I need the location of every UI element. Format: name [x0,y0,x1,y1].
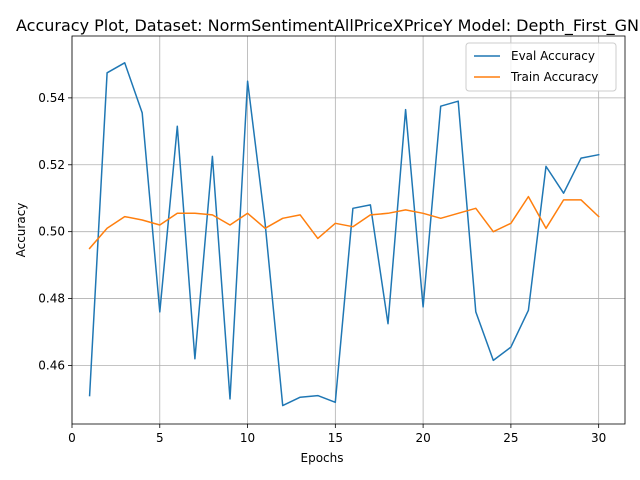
x-tick-label: 20 [415,431,430,445]
x-axis-ticks: 0 5 10 15 20 25 30 [68,424,606,445]
legend-label-eval: Eval Accuracy [511,49,595,63]
x-tick-label: 10 [240,431,255,445]
eval-accuracy-line [88,62,600,407]
y-axis-ticks: 0.46 0.48 0.50 0.52 0.54 [38,91,72,372]
x-tick-label: 5 [156,431,164,445]
legend-box [465,42,617,92]
legend-label-train: Train Accuracy [510,70,598,84]
grid [71,36,625,424]
series-lines [88,62,600,407]
train-accuracy-line [88,195,600,250]
x-tick-label: 0 [68,431,76,445]
y-tick-label: 0.48 [38,292,65,306]
y-axis-label: Accuracy [14,203,28,258]
y-tick-label: 0.50 [38,225,65,239]
x-axis-label: Epochs [301,451,344,465]
plot-frame [71,35,626,425]
x-tick-label: 25 [503,431,518,445]
y-tick-label: 0.52 [38,158,65,172]
y-tick-label: 0.54 [38,91,65,105]
legend: Eval Accuracy Train Accuracy [465,42,617,92]
y-tick-label: 0.46 [38,358,65,372]
x-tick-label: 15 [328,431,343,445]
chart-title: Accuracy Plot, Dataset: NormSentimentAll… [16,16,640,36]
x-tick-label: 30 [591,431,606,445]
